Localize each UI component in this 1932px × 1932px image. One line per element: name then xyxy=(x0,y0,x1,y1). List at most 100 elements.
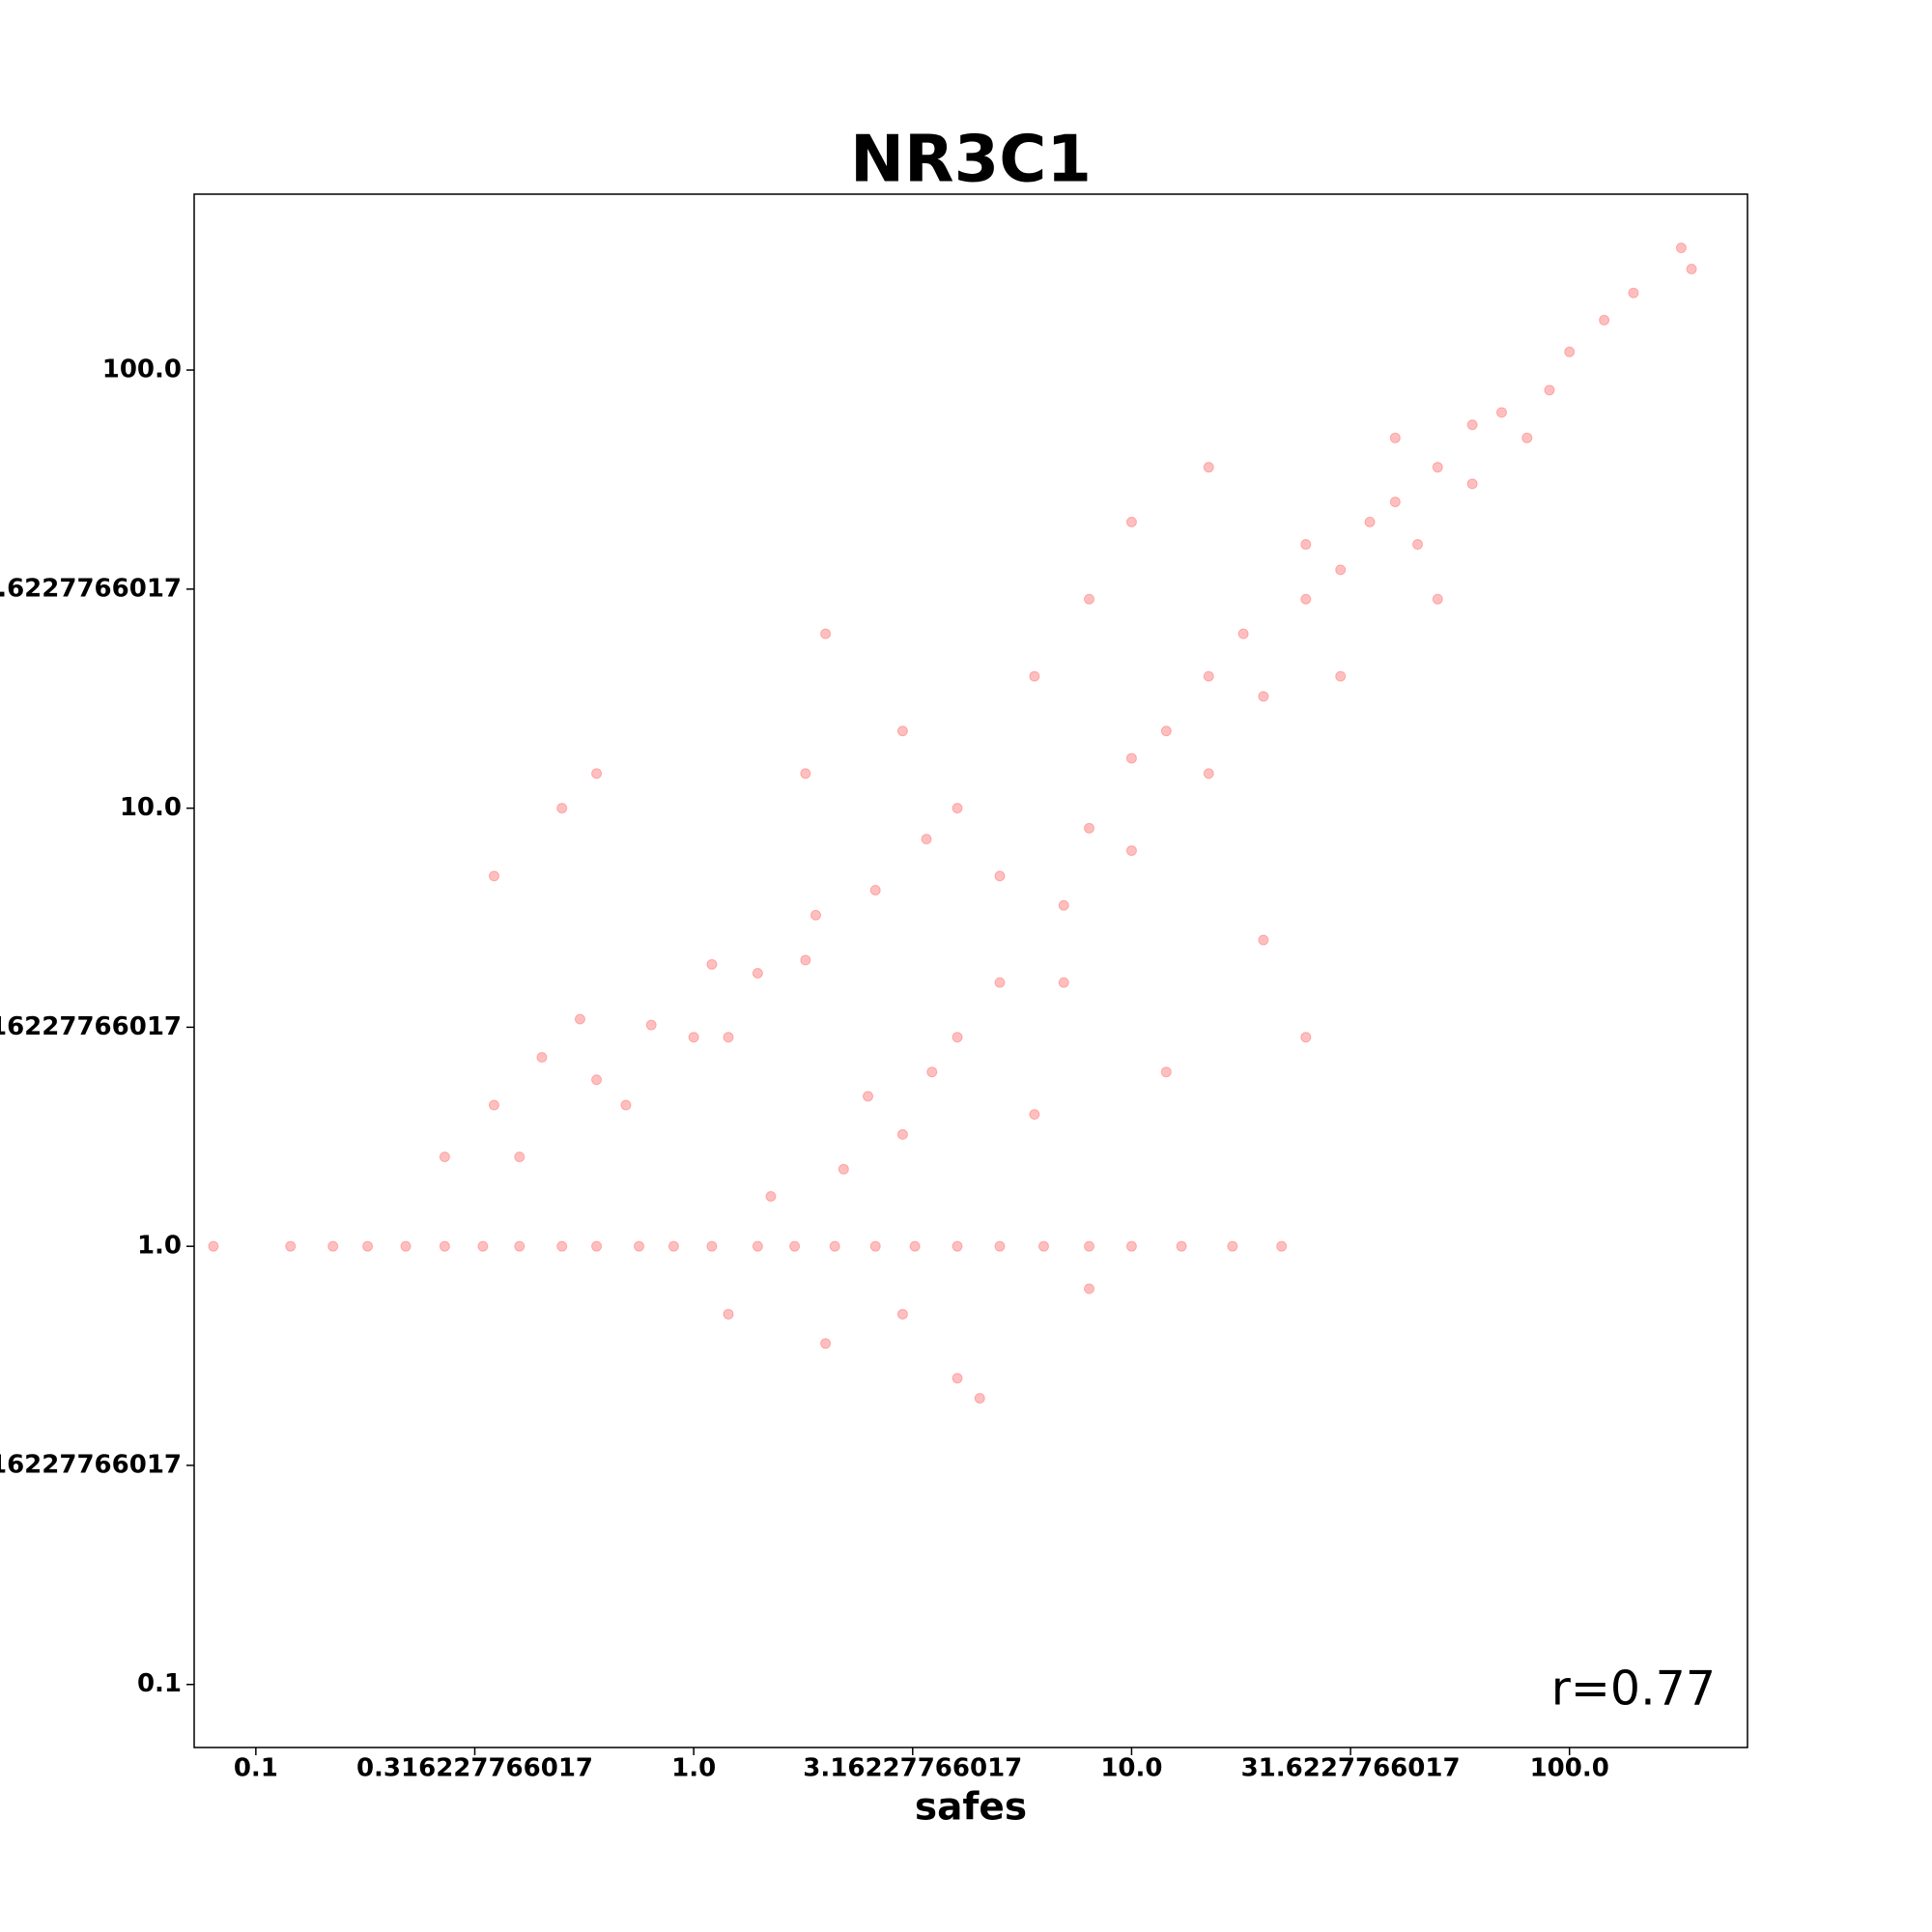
point xyxy=(896,1308,908,1320)
point xyxy=(556,1240,568,1252)
point xyxy=(1389,432,1401,443)
point xyxy=(1160,1066,1172,1078)
point xyxy=(688,1032,699,1043)
point xyxy=(1466,478,1478,490)
point xyxy=(869,1240,881,1252)
x-tick-label: 3.16227766017 xyxy=(803,1754,1022,1783)
point xyxy=(896,725,908,737)
point xyxy=(1125,1240,1137,1252)
point xyxy=(1258,934,1269,946)
point xyxy=(1203,768,1214,780)
x-tick-label: 0.1 xyxy=(234,1754,278,1783)
point xyxy=(869,884,881,895)
point xyxy=(820,628,832,639)
point xyxy=(1125,845,1137,857)
point xyxy=(439,1240,450,1252)
point xyxy=(488,1099,499,1111)
point xyxy=(829,1240,840,1252)
point xyxy=(952,1032,963,1043)
point xyxy=(488,870,499,882)
point xyxy=(556,803,568,814)
point xyxy=(994,977,1006,988)
point xyxy=(1432,462,1443,473)
x-axis-label: safes xyxy=(915,1786,1027,1830)
point xyxy=(1084,822,1095,834)
point xyxy=(514,1151,526,1163)
point xyxy=(285,1240,297,1252)
point xyxy=(820,1338,832,1350)
point xyxy=(1037,1240,1049,1252)
point xyxy=(1029,670,1040,682)
chart-title: NR3C1 xyxy=(850,122,1092,197)
point xyxy=(1466,419,1478,431)
point xyxy=(752,1240,763,1252)
point xyxy=(1496,407,1508,418)
point xyxy=(926,1066,938,1078)
x-tick-label: 1.0 xyxy=(671,1754,716,1783)
point xyxy=(1125,516,1137,527)
point xyxy=(514,1240,526,1252)
point xyxy=(362,1240,374,1252)
point xyxy=(706,1240,718,1252)
y-tick-label: 100.0 xyxy=(102,355,182,384)
point xyxy=(536,1052,548,1064)
point xyxy=(1276,1240,1288,1252)
point xyxy=(909,1240,921,1252)
y-tick-label: 1.0 xyxy=(137,1232,182,1261)
point xyxy=(1084,593,1095,605)
point xyxy=(1628,287,1639,298)
point xyxy=(439,1151,450,1163)
x-tick-label: 10.0 xyxy=(1100,1754,1162,1783)
point xyxy=(1686,264,1697,275)
y-tick-label: 10.0 xyxy=(120,793,182,822)
point xyxy=(952,1373,963,1384)
point xyxy=(1029,1109,1040,1121)
point xyxy=(1058,977,1069,988)
x-tick-label: 100.0 xyxy=(1530,1754,1609,1783)
point xyxy=(723,1308,734,1320)
x-tick-label: 0.316227766017 xyxy=(356,1754,593,1783)
point xyxy=(1335,564,1347,576)
point xyxy=(1544,384,1555,396)
point xyxy=(706,958,718,970)
point xyxy=(620,1099,632,1111)
point xyxy=(1258,691,1269,702)
point xyxy=(789,1240,801,1252)
point xyxy=(645,1019,657,1031)
point xyxy=(765,1191,777,1203)
point xyxy=(752,968,763,980)
point xyxy=(1084,1283,1095,1294)
point xyxy=(974,1392,985,1404)
point xyxy=(994,870,1006,882)
annotation: r=0.77 xyxy=(1551,1662,1716,1717)
point xyxy=(800,768,811,780)
point xyxy=(1058,899,1069,911)
x-tick-label: 31.6227766017 xyxy=(1241,1754,1461,1783)
point xyxy=(591,1074,603,1086)
point xyxy=(1389,497,1401,508)
point xyxy=(994,1240,1006,1252)
point xyxy=(1599,314,1610,326)
point xyxy=(668,1240,679,1252)
point xyxy=(1176,1240,1187,1252)
point xyxy=(1521,432,1533,443)
point xyxy=(952,1240,963,1252)
point xyxy=(1412,539,1424,551)
point xyxy=(1335,670,1347,682)
point xyxy=(952,803,963,814)
point xyxy=(1084,1240,1095,1252)
y-tick-label: 3.16227766017 xyxy=(0,1012,182,1041)
point xyxy=(1227,1240,1238,1252)
point xyxy=(723,1032,734,1043)
point xyxy=(327,1240,339,1252)
y-tick-label: 31.6227766017 xyxy=(0,574,182,603)
point xyxy=(1160,725,1172,737)
point xyxy=(1300,539,1312,551)
point xyxy=(1364,516,1376,527)
point xyxy=(921,834,932,845)
point xyxy=(400,1240,412,1252)
point xyxy=(574,1013,585,1025)
point xyxy=(1203,670,1214,682)
